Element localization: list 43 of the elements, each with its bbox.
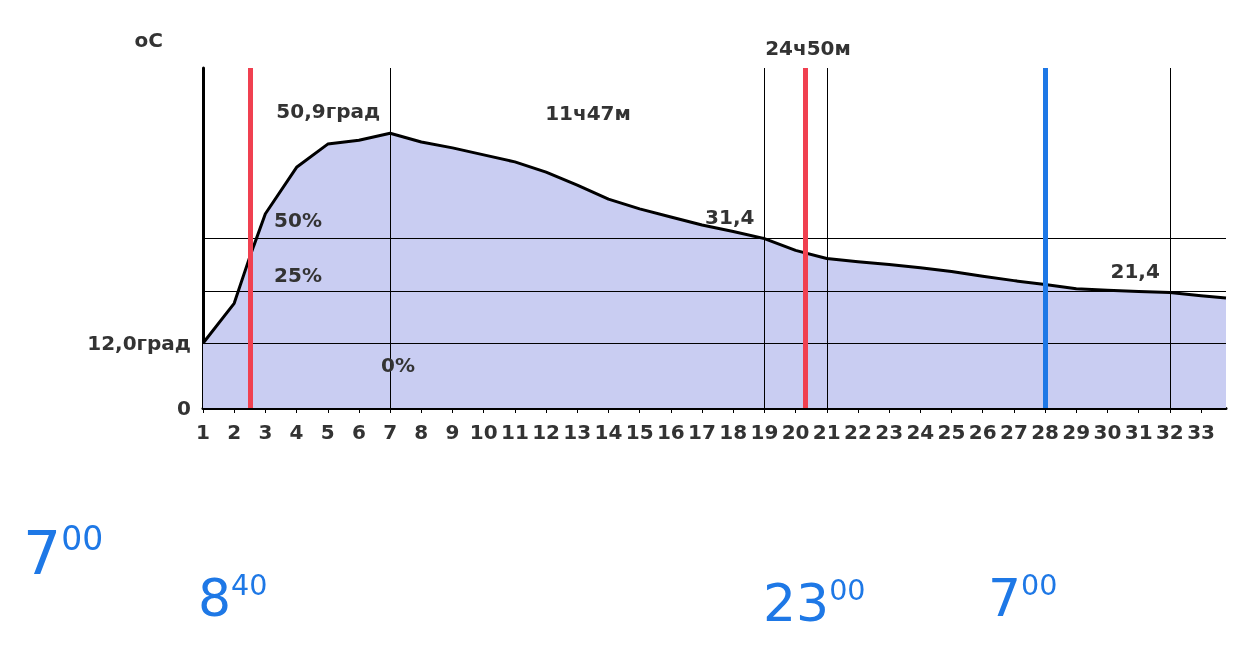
x-tick-label: 3 [258,420,273,444]
x-tick-label: 12 [532,420,560,444]
x-tick-label: 8 [414,420,429,444]
x-tick-label: 9 [445,420,460,444]
x-tick-label: 22 [844,420,872,444]
x-tick-label: 18 [719,420,748,444]
x-tick-label: 15 [625,420,654,444]
x-tick-label: 13 [563,420,592,444]
x-tick-label: 5 [320,420,335,444]
x-tick-label: 25 [937,420,966,444]
x-tick-label: 33 [1187,420,1215,444]
annotation: 50% [274,208,322,232]
y-tick-label: 0 [177,396,191,420]
annotation: 21,4 [1110,258,1160,283]
y-axis-title: oC [134,28,163,52]
x-tick-label: 23 [875,420,904,444]
x-tick-label: 17 [688,420,716,444]
x-tick-label: 10 [469,420,498,444]
x-tick-label: 26 [968,420,997,444]
x-tick-label: 2 [227,420,242,444]
x-tick-label: 31 [1124,420,1153,444]
x-tick-label: 20 [781,420,810,444]
x-tick-label: 11 [500,420,529,444]
x-tick-label: 32 [1155,420,1184,444]
x-tick-label: 29 [1062,420,1091,444]
x-tick-label: 19 [750,420,779,444]
x-tick-label: 16 [656,420,685,444]
x-tick-label: 7 [383,420,398,444]
annotation: 50,9град [276,99,381,124]
annotation: 11ч47м [545,101,631,125]
x-tick-label: 27 [999,420,1028,444]
x-tick-label: 21 [812,420,841,444]
annotation: 25% [274,263,322,287]
x-tick-label: 1 [196,420,210,444]
x-tick-label: 6 [351,420,366,444]
x-tick-label: 24 [906,420,935,444]
x-tick-label: 30 [1093,420,1122,444]
y-tick-label: 12,0град [87,331,191,356]
x-tick-label: 14 [594,420,623,444]
text: 24ч50м [765,36,851,60]
x-tick-label: 28 [1031,420,1060,444]
annotation: 31,4 [705,204,755,229]
x-tick-label: 4 [289,420,304,444]
